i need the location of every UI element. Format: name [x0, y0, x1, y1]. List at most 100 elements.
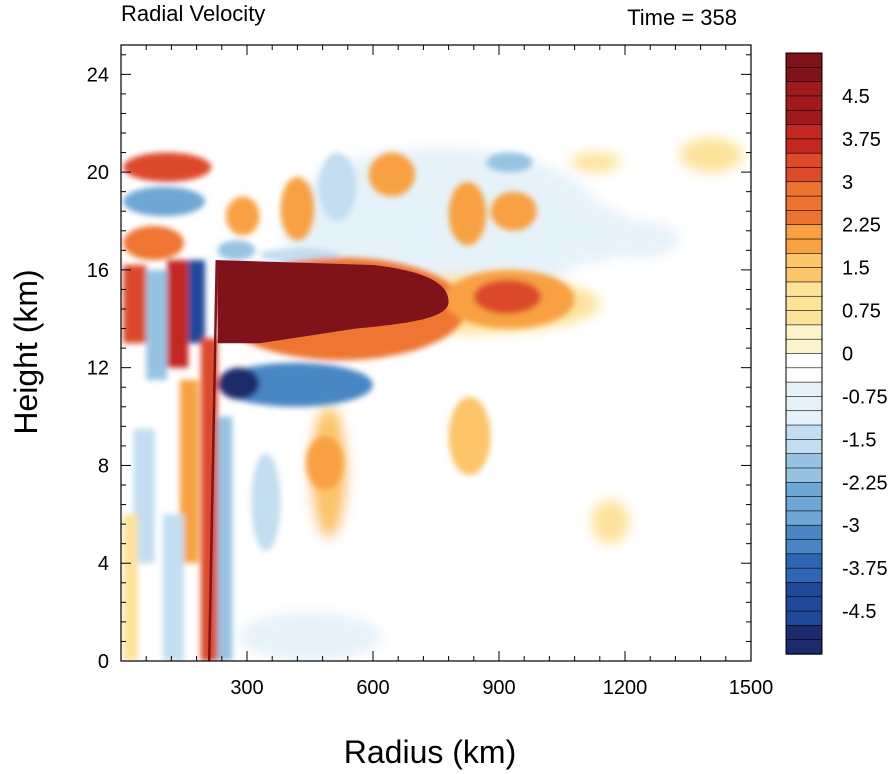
field-blob-light-outflow: [591, 499, 630, 544]
field-blob-light-outflow: [679, 137, 743, 173]
colorbar-swatch: [785, 195, 823, 212]
colorbar-swatch: [785, 396, 823, 412]
field-blob-inflow-layer: [217, 362, 373, 407]
colorbar-label: -1.5: [842, 429, 876, 451]
field-blob-upper-outflow: [226, 196, 260, 236]
colorbar-swatch: [785, 353, 823, 369]
y-tick-label: 0: [98, 651, 109, 673]
x-tick-label: 300: [230, 677, 263, 699]
colorbar-label: 3.75: [842, 129, 881, 151]
colorbar-swatch: [785, 167, 823, 183]
field-blob-upper-outflow: [123, 152, 212, 182]
colorbar-label: 3: [842, 172, 853, 194]
x-tick-label: 600: [356, 677, 389, 699]
colorbar-swatch: [785, 610, 823, 627]
colorbar-swatch: [785, 524, 823, 541]
colorbar-label: 2.25: [842, 215, 881, 237]
x-axis: 300 600 900 1200 1500: [145, 45, 774, 699]
field-blob-upper-outflow: [280, 177, 315, 241]
colorbar-swatch: [785, 639, 823, 655]
y-tick-label: 16: [87, 260, 109, 282]
field-band-core-outflow: [123, 514, 138, 661]
colorbar-swatch: [785, 210, 823, 226]
colorbar-swatch: [785, 582, 823, 598]
colorbar-swatch: [785, 481, 823, 498]
field-blob-upper-inflow: [486, 152, 533, 173]
field-band-core-inflow: [217, 416, 233, 661]
colorbar-swatch: [785, 95, 823, 111]
field-blob-inflow-layer: [218, 367, 260, 400]
colorbar-swatch: [785, 381, 823, 398]
colorbar-swatch: [785, 238, 823, 255]
field-blob-jet-halo: [473, 279, 541, 314]
colorbar-swatch: [785, 539, 823, 555]
field-band-core-inflow: [188, 260, 205, 344]
colorbar-swatch: [785, 367, 823, 383]
x-tick-label: 1500: [729, 677, 774, 699]
y-tick-label: 20: [87, 162, 109, 184]
colorbar-swatch: [785, 510, 823, 526]
field-blob-light-inflow: [599, 221, 680, 258]
colorbar-swatch: [785, 295, 823, 312]
field-blob-upper-inflow: [123, 186, 205, 217]
y-axis-title: Height (km): [8, 269, 44, 434]
colorbar-swatch: [785, 52, 823, 69]
x-tick-label: 900: [482, 677, 515, 699]
colorbar-swatch: [785, 224, 823, 240]
colorbar-swatch: [785, 253, 823, 269]
field-blob-upper-outflow: [448, 181, 487, 246]
colorbar-swatch: [785, 138, 823, 154]
colorbar-swatch: [785, 267, 823, 283]
chart-title: Radial Velocity: [121, 1, 265, 26]
field-blob-upper-inflow: [318, 152, 357, 221]
colorbar-swatch: [785, 109, 823, 126]
field-blob-light-inflow: [238, 612, 382, 661]
y-axis: 0 4 8 12 16 20 24: [87, 54, 751, 673]
colorbar-swatch: [785, 496, 823, 512]
outflow-jet: [207, 260, 449, 661]
colorbar-swatch: [785, 467, 823, 483]
colorbar-swatch: [785, 67, 823, 83]
field-band-core-outflow: [179, 379, 199, 564]
field-blob-upper-inflow: [217, 240, 256, 261]
colorbar-swatch: [785, 281, 823, 297]
colorbar-label: 4.5: [842, 86, 870, 108]
field-blob-upper-outflow: [123, 225, 184, 261]
y-tick-label: 4: [98, 553, 109, 575]
outflow-jet-core: [217, 260, 449, 344]
field-band-core-outflow: [167, 260, 189, 368]
field-blob-upper-outflow: [490, 191, 537, 231]
y-tick-label: 8: [98, 455, 109, 477]
field-band-core-outflow: [123, 265, 147, 344]
x-tick-label: 1200: [603, 677, 648, 699]
core-edge-line: [207, 260, 219, 661]
plot-frame: [120, 44, 752, 662]
field-band-core-inflow: [133, 428, 155, 564]
colorbar-swatch: [785, 453, 823, 469]
field-blob-mid-outflow: [305, 436, 344, 490]
field-band-core-inflow: [146, 269, 168, 380]
field-blob-upper-outflow: [368, 152, 415, 197]
colorbar-swatch: [785, 310, 823, 326]
colorbar-swatch: [785, 324, 823, 340]
colorbar-label: -0.75: [842, 386, 888, 408]
field-blob-mid-outflow: [448, 397, 491, 476]
colorbar-swatch: [785, 81, 823, 97]
colorbar-swatch: [785, 181, 823, 197]
colorbar-swatch: [785, 124, 823, 140]
colorbar-swatch: [785, 152, 823, 169]
x-axis-title: Radius (km): [344, 734, 516, 770]
y-tick-label: 12: [87, 358, 109, 380]
field-blob-light-outflow: [570, 152, 621, 173]
colorbar-label: 0.75: [842, 301, 881, 323]
colorbar-label: 0: [842, 344, 853, 366]
colorbar-swatch: [785, 338, 823, 355]
colorbar-label: -3: [842, 515, 860, 537]
colorbar-swatch: [785, 439, 823, 455]
heatmap-field: [121, 45, 751, 661]
colorbar-label: -4.5: [842, 601, 876, 623]
field-band-core-inflow: [163, 514, 184, 661]
colorbar-label: -3.75: [842, 558, 888, 580]
y-tick-label: 24: [87, 64, 109, 86]
